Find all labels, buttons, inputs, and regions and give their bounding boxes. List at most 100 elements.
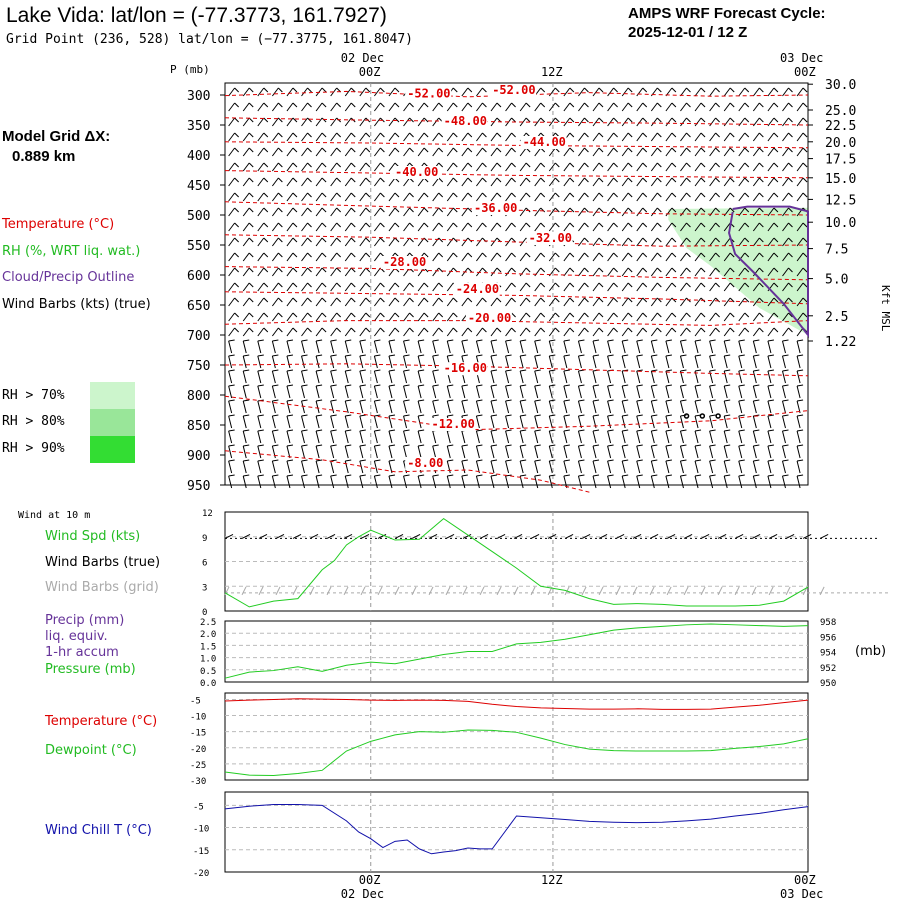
temperature-line (224, 698, 809, 710)
isotherm-label-bg (471, 202, 518, 215)
isotherm-label: -24.00 (456, 282, 499, 296)
legend-pressure: Pressure (mb) (45, 662, 136, 677)
isotherm-label: -12.00 (431, 417, 474, 431)
isotherm-line (224, 266, 809, 281)
pressure-tick-label: 850 (187, 419, 210, 434)
height-tick-label: 7.5 (825, 243, 848, 258)
bottom-time-label: 00Z (794, 873, 816, 887)
wind-barbs-grid (224, 586, 825, 596)
pressure-tick-label: 900 (187, 449, 210, 464)
height-tick-label: 1.22 (825, 335, 856, 350)
temp-tick-label: -30 (190, 777, 206, 787)
windchill-panel-frame (224, 791, 809, 873)
wind-tick-label: 9 (202, 534, 207, 544)
pressure-panel-frame (224, 620, 809, 683)
precip-mark (699, 413, 706, 419)
precip-tick-label: 0.5 (200, 667, 216, 677)
wind-barbs-true (224, 533, 829, 539)
precip-label-line3: 1-hr accum (45, 645, 119, 660)
windchill-tick-label: -20 (193, 869, 209, 879)
legend-wind-barbs: Wind Barbs (kts) (true) (2, 297, 151, 312)
legend-rh70-label: RH > 70% (2, 388, 65, 403)
temp-tick-label: -20 (190, 745, 206, 755)
main-panel-frame (224, 82, 809, 486)
pressure-tick-label: 952 (820, 664, 836, 674)
legend-temp-lower: Temperature (°C) (45, 714, 158, 729)
legend-rh90-label: RH > 90% (2, 441, 65, 456)
top-time-label: 12Z (541, 65, 563, 79)
isotherm-label: -28.00 (383, 255, 426, 269)
isotherm-label: -16.00 (444, 361, 487, 375)
bottom-date-label: 03 Dec (780, 887, 823, 900)
model-grid-label: Model Grid ΔX: (2, 128, 111, 145)
isotherm-label-bg (441, 362, 488, 376)
page-title: Lake Vida: lat/lon = (-77.3773, 161.7927… (6, 4, 387, 27)
legend-rh: RH (%, WRT liq. wat.) (2, 244, 141, 259)
temp-tick-label: -5 (190, 696, 201, 706)
wind-tick-label: 3 (202, 583, 207, 593)
height-tick-label: 30.0 (825, 78, 856, 93)
wind-tick-label: 12 (202, 509, 213, 519)
bottom-time-label: 12Z (541, 873, 563, 887)
pressure-tick-label: 954 (820, 649, 836, 659)
pressure-tick-label: 956 (820, 633, 836, 643)
temp-tick-label: -25 (190, 761, 206, 771)
isotherm-line (224, 363, 809, 377)
isotherm-label-bg (441, 115, 488, 128)
cloud-outline (728, 205, 809, 338)
bottom-date-label: 02 Dec (341, 887, 384, 900)
isotherm-label-bg (380, 256, 427, 269)
isotherm-label: -48.00 (444, 114, 487, 128)
top-time-label: 00Z (359, 65, 381, 79)
temp-panel-frame (224, 692, 809, 781)
isotherm-line (224, 117, 809, 126)
isotherm-label-bg (490, 83, 537, 97)
isotherm-label: -52.00 (492, 83, 535, 97)
precip-tick-label: 1.5 (200, 642, 216, 652)
wind-speed-line (224, 517, 809, 608)
isotherm-label-bg (405, 457, 445, 470)
rh80-swatch (90, 409, 135, 436)
pressure-unit-label: (mb) (855, 644, 887, 659)
isotherm-label: -20.00 (468, 311, 511, 325)
precip-label-line1: Precip (mm) (45, 613, 125, 628)
wind-10m-label: Wind at 10 m (18, 510, 91, 521)
precip-tick-label: 0.0 (200, 679, 216, 689)
legend-temperature: Temperature (°C) (2, 217, 115, 232)
height-tick-label: 12.5 (825, 193, 856, 208)
isotherm-label-bg (465, 311, 512, 325)
pressure-tick-label: 950 (820, 679, 836, 689)
wind-tick-label: 6 (202, 559, 207, 569)
rh90-swatch (90, 436, 135, 463)
pressure-tick-label: 750 (187, 359, 210, 374)
height-tick-label: 2.5 (825, 310, 848, 325)
isotherm-label: -8.00 (407, 456, 443, 470)
isotherm-line (224, 320, 809, 326)
precip-mark (683, 413, 690, 419)
top-time-label: 00Z (794, 65, 816, 79)
height-tick-label: 17.5 (825, 153, 856, 168)
height-tick-label: 5.0 (825, 273, 848, 288)
dewpoint-line (224, 729, 809, 776)
pressure-tick-label: 700 (187, 329, 210, 344)
isotherm-line (224, 291, 809, 305)
precip-tick-label: 1.0 (200, 655, 216, 665)
isotherm-label: -44.00 (523, 135, 566, 149)
temp-tick-label: -10 (190, 713, 206, 723)
isotherm-label: -32.00 (529, 231, 572, 245)
pressure-line (224, 623, 809, 679)
windchill-tick-label: -5 (193, 802, 204, 812)
isotherm-line (224, 170, 809, 179)
pressure-tick-label: 400 (187, 149, 210, 164)
height-tick-label: 20.0 (825, 136, 856, 151)
height-tick-label: 15.0 (825, 172, 856, 187)
pressure-tick-label: 450 (187, 179, 210, 194)
model-grid-value: 0.889 km (12, 148, 76, 165)
precip-tick-label: 2.5 (200, 618, 216, 628)
precip-label-line2: liq. equiv. (45, 629, 108, 644)
legend-precip: Precip (mm) liq. equiv. 1-hr accum (45, 613, 124, 661)
legend-wind-barbs-grid: Wind Barbs (grid) (45, 580, 159, 595)
precip-mark (715, 413, 721, 419)
pressure-tick-label: 958 (820, 618, 836, 628)
